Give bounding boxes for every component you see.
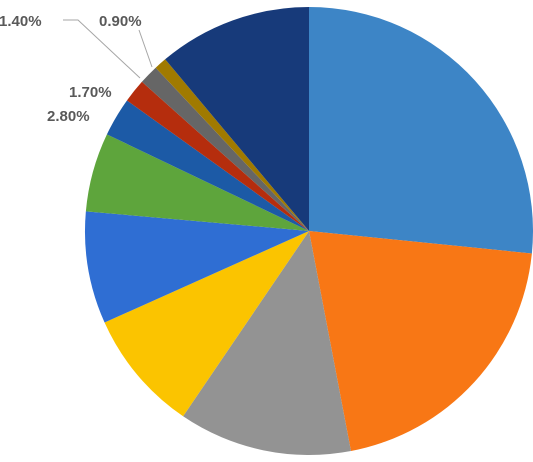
- data-label-1-70: 1.70%: [69, 84, 112, 101]
- data-label-1-40: 1.40%: [0, 13, 42, 30]
- pie-slice-3: [183, 231, 351, 455]
- data-labels: 1.40% 0.90% 1.70% 2.80%: [0, 13, 142, 125]
- pie-slice-7: [106, 100, 309, 231]
- leader-line-0-90: [138, 29, 153, 68]
- pie-slice-9: [141, 67, 309, 232]
- pie-slice-11: [165, 7, 309, 231]
- pie-slice-2: [309, 231, 532, 452]
- pie-slice-4: [104, 231, 309, 417]
- pie-slice-6: [85, 134, 310, 231]
- pie-slice-1: [309, 7, 533, 254]
- leader-line-1-40: [63, 19, 141, 79]
- data-label-0-90: 0.90%: [99, 13, 142, 30]
- pie-slice-10: [155, 59, 309, 232]
- data-label-2-80: 2.80%: [47, 108, 90, 125]
- pie-slice-5: [85, 211, 309, 323]
- leader-lines: [63, 19, 153, 79]
- pie-slice-8: [126, 81, 310, 231]
- pie-slices: [85, 7, 533, 455]
